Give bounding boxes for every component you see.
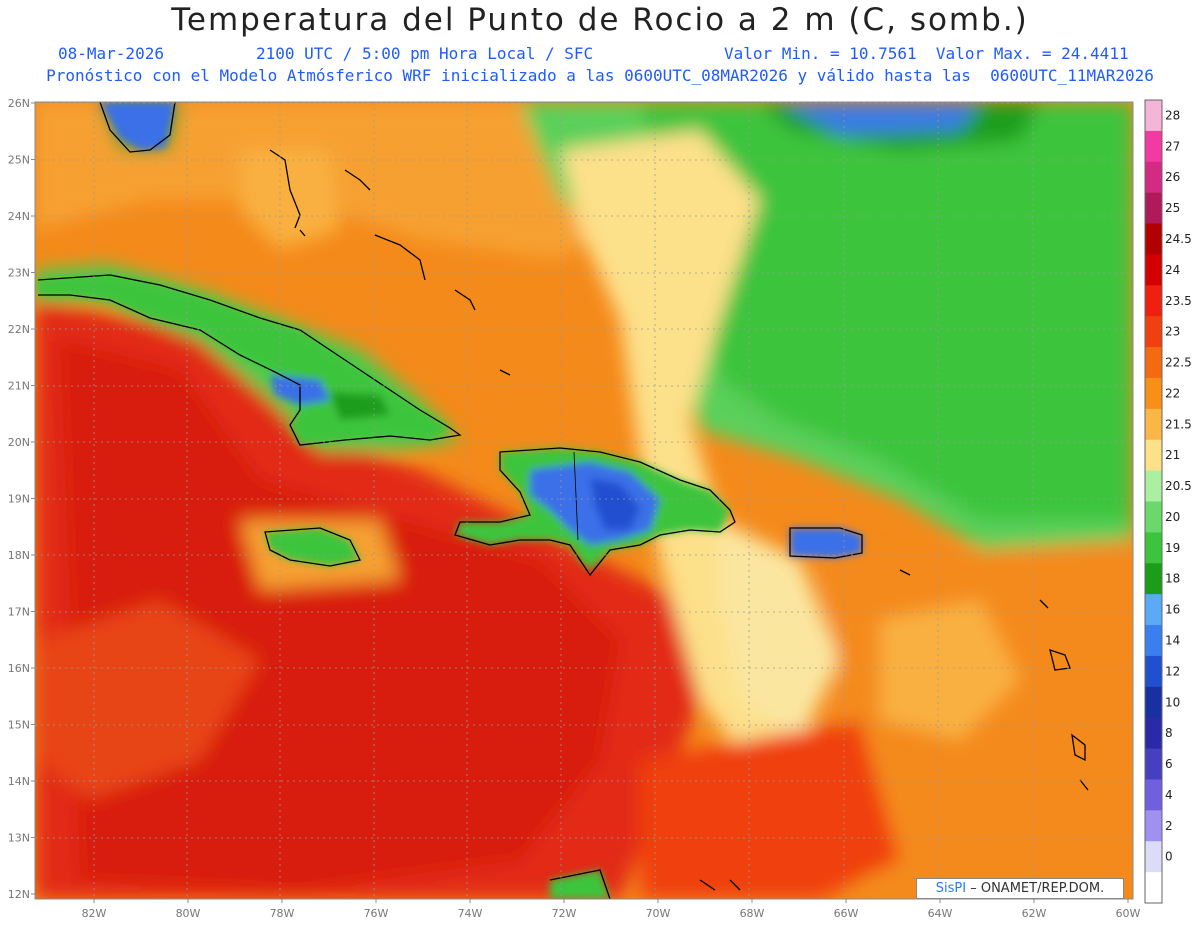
colorbar-label: 21.5	[1165, 417, 1192, 431]
coastlines	[37, 102, 1089, 899]
sispi-logo: SisPI	[935, 881, 967, 896]
colorbar-swatch	[1145, 470, 1162, 502]
colorbar-swatch	[1145, 192, 1162, 225]
lon-label-62W: 62W	[1022, 907, 1047, 920]
lon-label-72W: 72W	[552, 907, 577, 920]
colorbar-swatch	[1145, 408, 1162, 441]
colorbar-swatch	[1145, 872, 1162, 904]
credit-box: SisPI – ONAMET/REP.DOM.	[916, 878, 1124, 899]
lat-label-18N: 18N	[8, 549, 30, 562]
lon-label-74W: 74W	[458, 907, 483, 920]
colorbar-frame	[1144, 99, 1163, 904]
colorbar-label: 26	[1165, 170, 1180, 184]
colorbar-label: 16	[1165, 603, 1180, 617]
colorbar-label: 8	[1165, 726, 1173, 740]
lat-label-21N: 21N	[8, 380, 30, 393]
credit-org: ONAMET/REP.DOM.	[980, 881, 1105, 896]
colorbar-swatch	[1145, 563, 1162, 595]
latitude-axis: 26N 25N 24N 23N 22N 21N 20N 19N 18N 17N 16N 15N 14N 1…	[8, 97, 35, 901]
colorbar-label: 12	[1165, 664, 1180, 678]
colorbar-label: 2	[1165, 819, 1173, 833]
colorbar-label: 14	[1165, 633, 1180, 647]
lat-label-24N: 24N	[8, 210, 30, 223]
lat-label-17N: 17N	[8, 606, 30, 619]
colorbar-label: 22	[1165, 386, 1180, 400]
colorbar-label: 23.5	[1165, 294, 1192, 308]
colorbar-swatch	[1145, 285, 1162, 317]
colorbar-label: 20	[1165, 510, 1180, 524]
colorbar-swatch	[1145, 594, 1162, 626]
graticule	[35, 102, 1133, 899]
colorbar-label: 23	[1165, 325, 1180, 339]
lon-label-60W: 60W	[1116, 907, 1141, 920]
colorbar-swatch	[1145, 130, 1162, 163]
colorbar-swatch	[1145, 810, 1162, 842]
lon-label-70W: 70W	[646, 907, 671, 920]
forecast-info: Pronóstico con el Modelo Atmósferico WRF…	[46, 66, 1154, 85]
lat-label-15N: 15N	[8, 719, 30, 732]
colorbar-label: 27	[1165, 139, 1180, 153]
valid-time: 2100 UTC / 5:00 pm Hora Local / SFC	[256, 44, 594, 63]
field-layer	[35, 102, 1133, 899]
colorbar-swatch	[1145, 254, 1162, 286]
colorbar-label: 24	[1165, 263, 1180, 277]
lat-label-19N: 19N	[8, 493, 30, 506]
colorbar-swatch	[1145, 223, 1162, 255]
map-title: Temperatura del Punto de Rocio a 2 m (C,…	[171, 2, 1029, 38]
colorbar-label: 18	[1165, 572, 1180, 586]
lat-label-23N: 23N	[8, 267, 30, 280]
colorbar: 2827262524.52423.52322.52221.52120.52019…	[1144, 99, 1192, 904]
lon-label-66W: 66W	[834, 907, 859, 920]
colorbar-label: 19	[1165, 541, 1180, 555]
colorbar-label: 24.5	[1165, 232, 1192, 246]
lat-label-13N: 13N	[8, 832, 30, 845]
lat-label-26N: 26N	[8, 97, 30, 110]
valid-date: 08-Mar-2026	[58, 44, 164, 63]
colorbar-label: 0	[1165, 850, 1173, 864]
lat-label-14N: 14N	[8, 775, 30, 788]
lat-label-12N: 12N	[8, 888, 30, 901]
colorbar-label: 21	[1165, 448, 1180, 462]
colorbar-label: 28	[1165, 108, 1180, 122]
colorbar-label: 22.5	[1165, 356, 1192, 370]
lon-label-80W: 80W	[176, 907, 201, 920]
colorbar-swatch	[1145, 841, 1162, 873]
colorbar-label: 20.5	[1165, 479, 1192, 493]
colorbar-swatch	[1145, 748, 1162, 780]
colorbar-swatch	[1145, 501, 1162, 533]
colorbar-swatch	[1145, 686, 1162, 719]
lon-label-82W: 82W	[82, 907, 107, 920]
lat-label-16N: 16N	[8, 662, 30, 675]
colorbar-label: 10	[1165, 695, 1180, 709]
colorbar-swatch	[1145, 100, 1162, 132]
lon-label-76W: 76W	[364, 907, 389, 920]
colorbar-swatch	[1145, 655, 1162, 688]
lat-label-22N: 22N	[8, 323, 30, 336]
lon-label-78W: 78W	[270, 907, 295, 920]
colorbar-swatch	[1145, 439, 1162, 472]
plot-frame	[34, 101, 1134, 900]
lat-label-25N: 25N	[8, 154, 30, 167]
colorbar-swatch	[1145, 347, 1162, 379]
colorbar-label: 4	[1165, 788, 1173, 802]
colorbar-label: 25	[1165, 201, 1180, 215]
longitude-axis: 82W 80W 78W 76W 74W 72W 70W 68W 66W 64W 62W 60W	[82, 899, 1141, 920]
lat-label-20N: 20N	[8, 436, 30, 449]
colorbar-label: 6	[1165, 757, 1173, 771]
colorbar-swatch	[1145, 316, 1162, 348]
colorbar-swatch	[1145, 161, 1162, 194]
colorbar-swatch	[1145, 532, 1162, 564]
colorbar-swatch	[1145, 717, 1162, 750]
colorbar-swatch	[1145, 625, 1162, 657]
colorbar-swatch	[1145, 377, 1162, 410]
lon-label-64W: 64W	[928, 907, 953, 920]
min-max-values: Valor Min. = 10.7561 Valor Max. = 24.441…	[724, 44, 1129, 63]
colorbar-swatch	[1145, 779, 1162, 811]
lon-label-68W: 68W	[740, 907, 765, 920]
